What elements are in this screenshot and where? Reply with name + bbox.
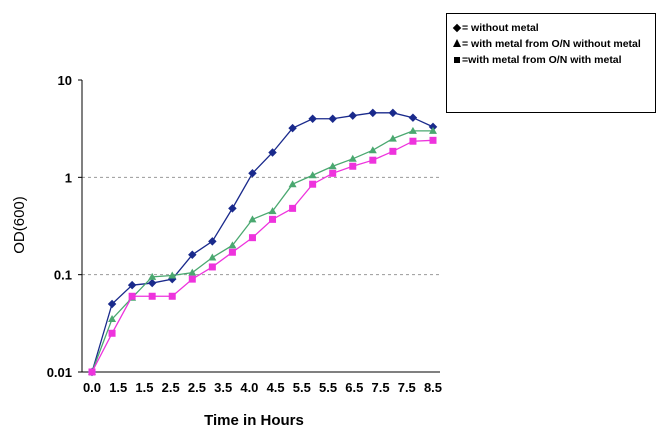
data-point [329, 169, 337, 177]
data-point [127, 280, 137, 290]
data-point [148, 272, 157, 280]
data-point [348, 111, 358, 120]
data-point [429, 136, 437, 144]
data-point [248, 234, 256, 242]
x-tick-label: 6.5 [345, 380, 363, 395]
data-point [368, 108, 378, 118]
x-tick-label: 3.5 [214, 380, 232, 395]
y-tick-label: 10 [58, 73, 72, 88]
data-series [87, 108, 438, 377]
data-point [188, 275, 196, 283]
data-point [409, 137, 417, 145]
x-tick-labels: 0.0 1.5 1.5 2.5 2.5 3.5 4.0 4.5 5.5 5.5 6.5 7.5 7.5 8… [83, 380, 442, 395]
x-tick-label: 8.5 [424, 380, 442, 395]
legend-entry-with-metal-on-without: = with metal from O/N without metal [452, 38, 651, 51]
data-point [168, 271, 177, 279]
x-tick-label: 1.5 [135, 380, 153, 395]
data-point [88, 368, 96, 376]
x-axis-title: Time in Hours [204, 412, 304, 429]
data-point [208, 263, 216, 271]
x-tick-label: 4.0 [240, 380, 258, 395]
y-tick-label: 1 [65, 170, 72, 185]
data-point [429, 126, 437, 134]
data-point [248, 215, 257, 223]
data-point [128, 292, 136, 300]
data-point [349, 162, 357, 170]
data-point [288, 123, 297, 133]
data-point [408, 113, 418, 122]
x-tick-label: 2.5 [162, 380, 180, 395]
data-point [348, 154, 357, 162]
diamond-marker-icon [452, 22, 462, 33]
data-point [248, 169, 257, 178]
chart-legend: = without metal = with metal from O/N wi… [446, 13, 656, 113]
data-point [328, 114, 337, 123]
data-point [428, 122, 438, 132]
y-tick-label: 0.1 [54, 268, 72, 283]
data-point [308, 171, 317, 179]
square-marker-icon [452, 54, 462, 63]
data-point [268, 207, 277, 215]
axes [81, 80, 440, 373]
data-point [148, 292, 156, 300]
y-tick-labels: 0.01 0.1 1 10 [47, 73, 82, 380]
data-point [208, 253, 217, 261]
legend-entry-without-metal: = without metal [452, 22, 651, 35]
y-tick-label: 0.01 [47, 365, 72, 380]
data-point [228, 204, 237, 213]
series-triangle [88, 126, 437, 375]
data-point [368, 146, 377, 154]
x-tick-label: 2.5 [188, 380, 206, 395]
y-axis-title: OD(600) [11, 196, 28, 254]
data-point [208, 237, 217, 246]
data-point [388, 108, 398, 118]
data-point [309, 180, 317, 188]
data-point [108, 315, 117, 323]
data-point [188, 268, 197, 276]
x-tick-label: 1.5 [109, 380, 127, 395]
x-tick-label: 7.5 [398, 380, 416, 395]
data-point [147, 278, 157, 288]
data-point [228, 248, 236, 256]
x-tick-label: 5.5 [319, 380, 337, 395]
data-point [328, 162, 337, 170]
legend-label: = with metal from O/N without metal [462, 38, 641, 50]
series-line [91, 130, 433, 373]
data-point [108, 329, 116, 337]
legend-label: =with metal from O/N with metal [462, 54, 622, 66]
data-point [289, 204, 297, 212]
x-tick-label: 0.0 [83, 380, 101, 395]
x-tick-label: 4.5 [267, 380, 285, 395]
data-point [168, 292, 176, 300]
data-point [288, 180, 297, 188]
series-diamond [87, 108, 438, 377]
data-point [269, 215, 277, 223]
data-point [369, 156, 377, 164]
data-point [389, 147, 397, 155]
series-square [88, 136, 437, 376]
data-point [408, 126, 417, 134]
legend-entry-with-metal-on-with: =with metal from O/N with metal [452, 54, 651, 67]
data-point [308, 114, 317, 123]
data-point [228, 241, 237, 249]
data-point [188, 250, 197, 260]
data-point [107, 299, 117, 309]
x-tick-label: 5.5 [293, 380, 311, 395]
series-line [91, 112, 434, 373]
triangle-marker-icon [452, 38, 462, 47]
x-tick-label: 7.5 [371, 380, 389, 395]
series-line [91, 139, 434, 373]
legend-label: = without metal [462, 22, 539, 34]
gridlines [78, 79, 440, 276]
data-point [268, 148, 277, 157]
data-point [388, 134, 397, 142]
